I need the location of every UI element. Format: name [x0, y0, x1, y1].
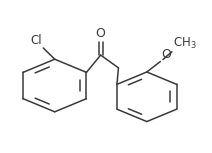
Text: Cl: Cl — [31, 34, 42, 47]
Text: O: O — [96, 27, 106, 40]
Text: CH$_3$: CH$_3$ — [173, 36, 196, 51]
Text: O: O — [162, 48, 171, 61]
